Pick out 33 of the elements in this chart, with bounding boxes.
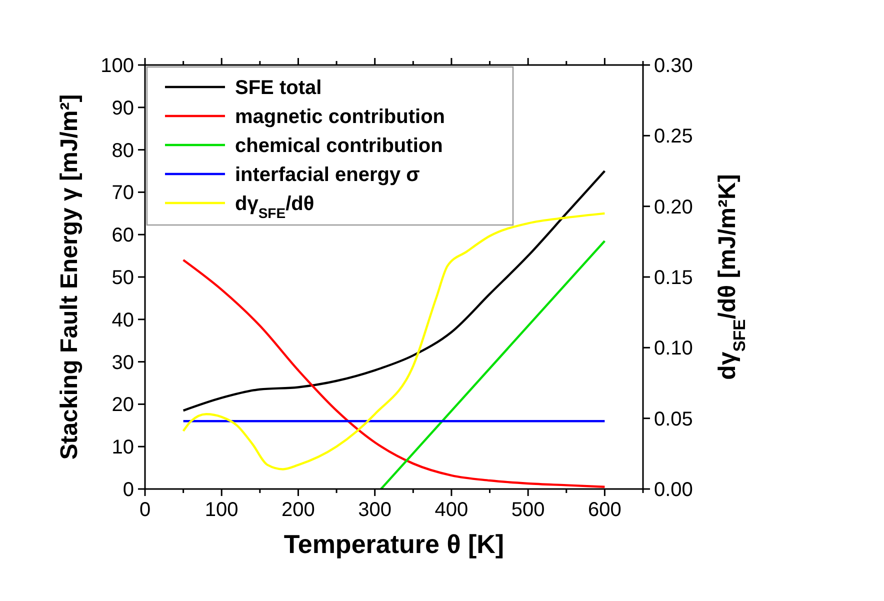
- y-tick-label: 80: [112, 140, 134, 162]
- x-tick-label: 0: [139, 499, 151, 521]
- y-tick-label: 70: [112, 182, 134, 204]
- x-tick-label: 400: [434, 499, 468, 521]
- y2-tick-label: 0.15: [654, 267, 693, 289]
- y2-tick-label: 0.20: [654, 196, 693, 218]
- y-tick-label: 90: [112, 97, 134, 120]
- y2-tick-label: 0.25: [654, 126, 693, 148]
- x-tick-label: 200: [282, 499, 315, 521]
- legend-label: dγ$_{SFE}$/dθ: [235, 193, 314, 221]
- legend-label: interfacial energy σ: [235, 164, 420, 186]
- legend-label: chemical contribution: [235, 135, 443, 157]
- y-tick-label: 50: [112, 267, 134, 289]
- y-tick-label: 100: [100, 55, 134, 77]
- y-tick-label: 10: [112, 436, 134, 459]
- y-axis-title: Stacking Fault Energy γ [mJ/m²]: [56, 94, 83, 460]
- y-tick-label: 30: [112, 352, 134, 374]
- x-tick-label: 300: [358, 499, 392, 521]
- x-tick-label: 100: [204, 499, 238, 521]
- y2-tick-label: 0.05: [654, 408, 693, 430]
- y-tick-label: 0: [122, 479, 134, 501]
- y-tick-label: 60: [112, 224, 134, 247]
- legend-label: magnetic contribution: [235, 106, 445, 128]
- y-tick-label: 20: [112, 394, 134, 416]
- legend-label: SFE total: [235, 77, 322, 99]
- y2-tick-label: 0.00: [654, 479, 693, 501]
- line-series: [182, 258, 606, 488]
- y2-tick-label: 0.30: [654, 55, 693, 77]
- x-tick-label: 600: [588, 499, 622, 521]
- y2-tick-label: 0.10: [654, 338, 693, 360]
- x-axis-title: Temperature θ [K]: [284, 529, 504, 559]
- x-tick-label: 500: [511, 499, 545, 521]
- y-tick-label: 40: [112, 309, 134, 332]
